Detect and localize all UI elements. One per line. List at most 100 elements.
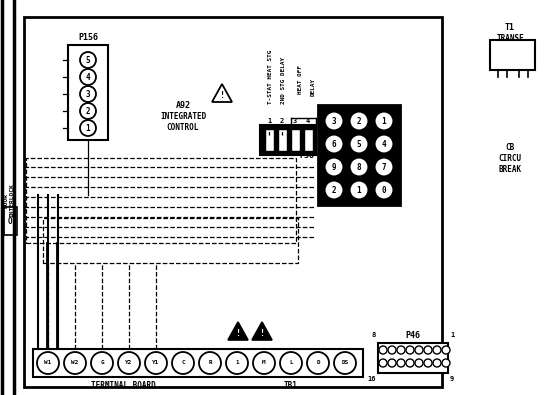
Circle shape xyxy=(433,346,441,354)
Circle shape xyxy=(424,359,432,367)
Circle shape xyxy=(80,120,96,136)
Bar xyxy=(278,129,287,151)
Text: !: ! xyxy=(219,90,224,100)
Text: 1: 1 xyxy=(267,118,271,124)
Text: 5: 5 xyxy=(86,56,90,64)
Circle shape xyxy=(91,352,113,374)
Bar xyxy=(490,40,535,70)
Text: 3: 3 xyxy=(86,90,90,98)
Circle shape xyxy=(64,352,86,374)
Circle shape xyxy=(388,359,396,367)
Circle shape xyxy=(375,135,393,154)
Circle shape xyxy=(253,352,275,374)
Text: 1: 1 xyxy=(450,332,454,338)
Text: 5: 5 xyxy=(357,139,361,149)
Circle shape xyxy=(325,135,343,154)
Circle shape xyxy=(172,352,194,374)
Circle shape xyxy=(80,52,96,68)
Text: HEAT OFF: HEAT OFF xyxy=(297,64,302,94)
Circle shape xyxy=(442,346,450,354)
Bar xyxy=(304,129,313,151)
Circle shape xyxy=(334,352,356,374)
Circle shape xyxy=(325,181,343,199)
Bar xyxy=(33,349,363,377)
Text: 2: 2 xyxy=(332,186,336,194)
Circle shape xyxy=(350,158,368,177)
Text: 9: 9 xyxy=(450,376,454,382)
Text: 0: 0 xyxy=(382,186,386,194)
Circle shape xyxy=(325,158,343,177)
Text: DS: DS xyxy=(341,361,348,365)
Circle shape xyxy=(406,359,414,367)
Text: 1: 1 xyxy=(235,361,239,365)
Text: !: ! xyxy=(259,329,264,337)
Bar xyxy=(68,45,108,140)
Text: D: D xyxy=(316,361,320,365)
Bar xyxy=(26,158,296,243)
Circle shape xyxy=(433,359,441,367)
Bar xyxy=(291,129,300,151)
Text: R: R xyxy=(208,361,212,365)
Circle shape xyxy=(325,111,343,130)
Circle shape xyxy=(80,69,96,85)
Text: CIRCU: CIRCU xyxy=(499,154,521,162)
Circle shape xyxy=(375,111,393,130)
Text: CB: CB xyxy=(505,143,515,152)
Circle shape xyxy=(397,346,405,354)
Circle shape xyxy=(388,346,396,354)
Circle shape xyxy=(118,352,140,374)
Bar xyxy=(265,129,274,151)
Text: 16: 16 xyxy=(367,376,376,382)
Text: P58: P58 xyxy=(300,150,315,160)
Text: INTEGRATED: INTEGRATED xyxy=(160,111,206,120)
Circle shape xyxy=(199,352,221,374)
Circle shape xyxy=(379,359,387,367)
Polygon shape xyxy=(228,322,248,340)
Text: P46: P46 xyxy=(406,331,420,339)
Circle shape xyxy=(350,111,368,130)
Circle shape xyxy=(226,352,248,374)
Circle shape xyxy=(375,181,393,199)
Circle shape xyxy=(80,103,96,119)
Text: 2: 2 xyxy=(357,117,361,126)
Circle shape xyxy=(397,359,405,367)
Text: 6: 6 xyxy=(332,139,336,149)
Text: 4: 4 xyxy=(382,139,386,149)
Circle shape xyxy=(145,352,167,374)
Circle shape xyxy=(37,352,59,374)
Text: 2: 2 xyxy=(86,107,90,115)
Text: 1: 1 xyxy=(357,186,361,194)
Text: BREAK: BREAK xyxy=(499,164,521,173)
Bar xyxy=(24,17,442,387)
Text: TERMINAL BOARD: TERMINAL BOARD xyxy=(91,382,155,391)
Circle shape xyxy=(375,158,393,177)
Text: CONTROL: CONTROL xyxy=(167,122,199,132)
Text: 3: 3 xyxy=(332,117,336,126)
Text: DELAY: DELAY xyxy=(310,78,315,96)
Text: W2: W2 xyxy=(71,361,79,365)
Text: 2ND STG DELAY: 2ND STG DELAY xyxy=(280,56,285,103)
Text: 3: 3 xyxy=(293,118,297,124)
Bar xyxy=(318,105,400,205)
Text: Y2: Y2 xyxy=(125,361,132,365)
Circle shape xyxy=(350,181,368,199)
Circle shape xyxy=(307,352,329,374)
Circle shape xyxy=(350,135,368,154)
Text: DOOR
INTERLOCK: DOOR INTERLOCK xyxy=(3,183,14,217)
Text: 7: 7 xyxy=(382,162,386,171)
Text: 4: 4 xyxy=(86,73,90,81)
Text: W1: W1 xyxy=(44,361,52,365)
Circle shape xyxy=(80,86,96,102)
Circle shape xyxy=(415,359,423,367)
Text: 4: 4 xyxy=(306,118,310,124)
Bar xyxy=(43,218,298,263)
Circle shape xyxy=(415,346,423,354)
Bar xyxy=(4,207,17,235)
Text: G: G xyxy=(100,361,104,365)
Bar xyxy=(260,125,316,155)
Text: 2: 2 xyxy=(280,118,284,124)
Circle shape xyxy=(379,346,387,354)
Text: C: C xyxy=(181,361,185,365)
Text: 1: 1 xyxy=(382,117,386,126)
Circle shape xyxy=(442,359,450,367)
